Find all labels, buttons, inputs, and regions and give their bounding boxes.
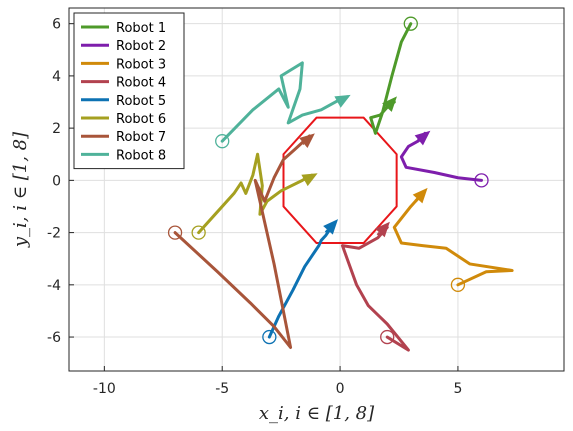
- y-tick-label: -2: [47, 226, 61, 242]
- plot-data: [167, 16, 514, 352]
- robot-5-legend-label: Robot 5: [116, 94, 166, 109]
- x-tick-label: 5: [453, 381, 462, 397]
- x-axis-label: x_i, i ∈ [1, 8]: [259, 403, 375, 424]
- robot-3-arrow-shaft: [414, 197, 419, 203]
- robot-7-start-marker: [167, 225, 183, 240]
- robot-3-start-marker: [450, 277, 466, 292]
- y-tick-label: 4: [52, 69, 61, 85]
- x-tick-label: 0: [336, 381, 345, 397]
- y-tick-label: -6: [47, 330, 61, 346]
- robot-2-legend-label: Robot 2: [116, 39, 166, 54]
- legend-box: [73, 12, 185, 170]
- robot-1-legend-label: Robot 1: [116, 21, 166, 36]
- robot-1-arrowhead: [382, 96, 397, 112]
- robot-6-legend-label: Robot 6: [116, 112, 166, 127]
- robot-5-start-marker: [262, 329, 277, 345]
- robot-6-trajectory: [197, 152, 314, 235]
- axes-box: [68, 7, 565, 372]
- y-tick-label: -4: [47, 278, 61, 294]
- robot-3-legend-label: Robot 3: [116, 57, 166, 72]
- robot-8-arrowhead: [334, 94, 351, 108]
- robot-2-arrowhead: [414, 130, 431, 146]
- robot-3-arrowhead: [412, 187, 428, 204]
- robot-1-start-marker: [403, 16, 418, 31]
- robot-5-arrowhead: [323, 219, 339, 235]
- robot-7-arrowhead: [299, 133, 315, 148]
- robot-4-legend-label: Robot 4: [116, 76, 166, 91]
- robot-3-trajectory: [392, 191, 514, 287]
- robot-7-trajectory: [173, 134, 311, 349]
- robot-8-legend-label: Robot 8: [116, 148, 166, 163]
- robot-2-trajectory: [399, 131, 483, 182]
- robot-8-start-marker: [215, 134, 230, 149]
- robot-5-arrow-shaft: [324, 229, 330, 234]
- robot-2-arrow-shaft: [416, 139, 420, 143]
- robot-4-start-marker: [380, 329, 395, 345]
- robot-4-trajectory: [340, 225, 410, 352]
- robot-5-trajectory: [267, 223, 335, 339]
- robot-6-arrowhead: [301, 173, 318, 187]
- y-tick-label: 0: [52, 173, 61, 189]
- legend: Robot 1 Robot 2 Robot 3 Robot 4 Robot 5 Robot…: [73, 12, 185, 170]
- x-tick-label: -10: [93, 381, 116, 397]
- robot-6-start-marker: [191, 225, 206, 240]
- ticks: -10 -5 0 5 -6 -4 -2 0 2 4 6: [47, 17, 462, 397]
- y-tick-label: 6: [52, 17, 61, 33]
- robot-7-legend-label: Robot 7: [116, 130, 166, 145]
- robot-4-arrow-shaft: [376, 231, 381, 237]
- robot-8-trajectory: [220, 61, 349, 143]
- x-tick-label: -5: [215, 381, 229, 397]
- robot-4-arrowhead: [375, 221, 390, 238]
- y-axis-label: y_i, i ∈ [1, 8]: [10, 131, 31, 248]
- robot-7-arrow-shaft: [301, 141, 305, 145]
- y-tick-label: 2: [52, 121, 61, 137]
- robot-2-start-marker: [474, 173, 489, 188]
- robot-1-trajectory: [369, 22, 413, 135]
